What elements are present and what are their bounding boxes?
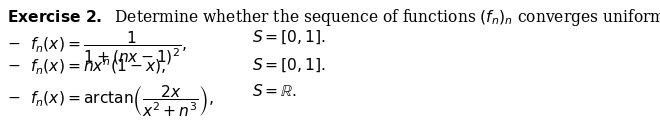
Text: $S = [0, 1].$: $S = [0, 1].$: [251, 29, 325, 46]
Text: $-\ \ f_n(x) = nx^n(1-x),$: $-\ \ f_n(x) = nx^n(1-x),$: [7, 57, 166, 76]
Text: $-\ \ f_n(x) = \arctan\!\left(\dfrac{2x}{x^2+n^3}\right),$: $-\ \ f_n(x) = \arctan\!\left(\dfrac{2x}…: [7, 83, 213, 119]
Text: $-\ \ f_n(x) = \dfrac{1}{1+(nx-1)^2},$: $-\ \ f_n(x) = \dfrac{1}{1+(nx-1)^2},$: [7, 29, 187, 67]
Text: $\mathbf{Exercise\ 2.}$  Determine whether the sequence of functions $(f_n)_n$ c: $\mathbf{Exercise\ 2.}$ Determine whethe…: [7, 7, 660, 28]
Text: $S = \mathbb{R}.$: $S = \mathbb{R}.$: [251, 83, 296, 100]
Text: $S = [0, 1].$: $S = [0, 1].$: [251, 57, 325, 74]
